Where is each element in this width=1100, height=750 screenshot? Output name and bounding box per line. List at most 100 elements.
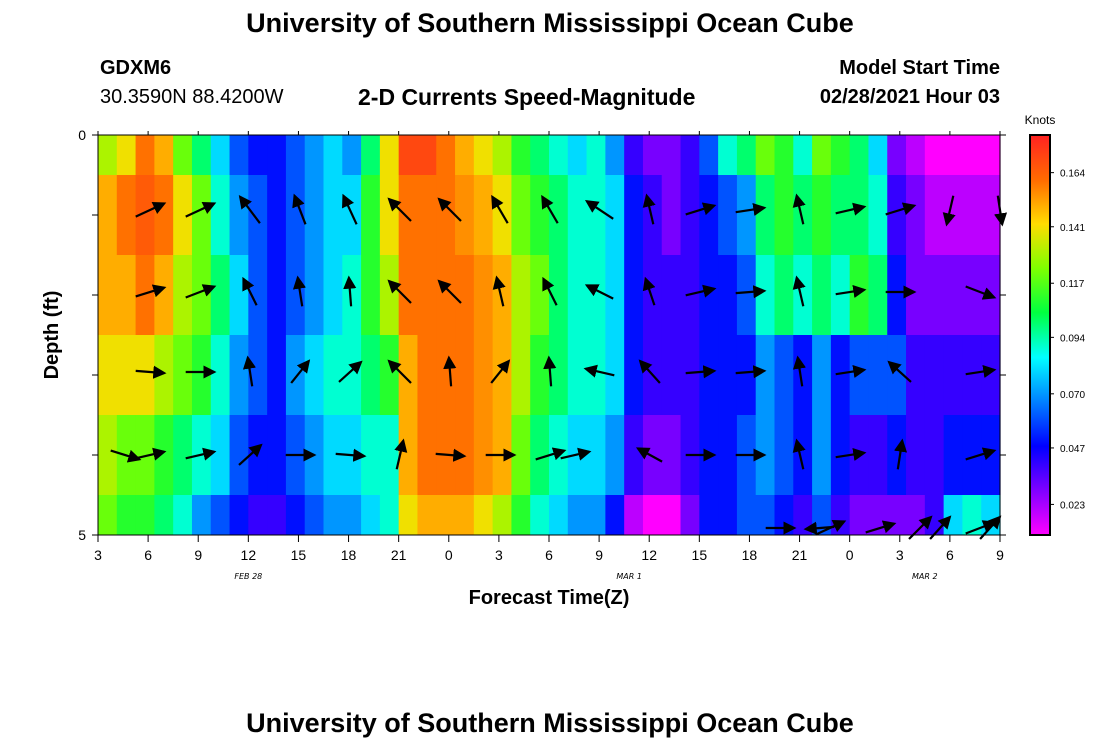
heatmap-cell: [924, 335, 945, 415]
heatmap-cell: [473, 415, 494, 495]
heatmap-cell: [342, 135, 362, 175]
current-vector: [835, 447, 867, 461]
heatmap-cell: [154, 135, 174, 175]
current-vector: [685, 284, 717, 298]
heatmap-cell: [981, 415, 1001, 495]
heatmap-cell: [906, 175, 926, 255]
heatmap-cell: [492, 495, 513, 535]
heatmap-cell: [718, 415, 738, 495]
x-tick-label: 9: [595, 547, 603, 563]
heatmap-cell: [830, 495, 851, 535]
current-vector: [292, 193, 307, 225]
current-vector: [735, 285, 767, 299]
heatmap-cell: [943, 135, 964, 175]
heatmap-cell: [605, 255, 625, 335]
current-vector: [338, 360, 363, 383]
heatmap-cell: [718, 255, 738, 335]
heatmap-cell: [605, 495, 625, 535]
x-tick-label: 6: [144, 547, 152, 563]
heatmap-cell: [398, 135, 419, 175]
heatmap-cell: [642, 175, 663, 255]
colorbar-tick-label: 0.117: [1060, 279, 1085, 290]
date-label: MAR 2: [912, 572, 938, 581]
heatmap-cell: [229, 335, 249, 415]
x-tick-label: 12: [641, 547, 657, 563]
heatmap-cell: [774, 255, 794, 335]
current-vector: [394, 438, 408, 470]
current-vector: [865, 520, 897, 534]
heatmap-cell: [229, 495, 249, 535]
heatmap-cell: [455, 495, 475, 535]
heatmap-cell: [530, 255, 550, 335]
heatmap-cell: [774, 335, 794, 415]
current-vector: [110, 449, 142, 463]
heatmap-cell: [906, 415, 926, 495]
heatmap-cell: [549, 175, 569, 255]
heatmap-cell: [586, 175, 606, 255]
heatmap-cell: [173, 495, 193, 535]
heatmap-cell: [154, 495, 174, 535]
x-tick-label: 15: [692, 547, 708, 563]
heatmap-cell: [116, 135, 137, 175]
heatmap-cell: [191, 135, 212, 175]
heatmap-cell: [323, 175, 343, 255]
heatmap-cell: [530, 415, 550, 495]
heatmap-cell: [793, 415, 813, 495]
heatmap-cell: [511, 495, 531, 535]
heatmap-cell: [455, 135, 475, 175]
heatmap-cell: [98, 495, 118, 535]
heatmap-cell: [248, 135, 268, 175]
current-vector: [387, 279, 412, 304]
heatmap-cell: [736, 335, 757, 415]
x-tick-label: 6: [545, 547, 553, 563]
heatmap-cell: [417, 255, 437, 335]
heatmap-cell: [398, 495, 419, 535]
heatmap-cell: [248, 175, 268, 255]
heatmap-cell: [624, 135, 644, 175]
heatmap-cell: [755, 495, 776, 535]
heatmap-cell: [191, 495, 212, 535]
heatmap-cell: [191, 255, 212, 335]
heatmap-cell: [887, 415, 907, 495]
heatmap-cell: [924, 135, 945, 175]
heatmap-cell: [135, 255, 155, 335]
current-vector: [342, 193, 358, 225]
heatmap-cell: [229, 415, 249, 495]
heatmap-cell: [379, 135, 400, 175]
heatmap-cell: [981, 495, 1001, 535]
heatmap-cell: [718, 335, 738, 415]
x-tick-label: 3: [896, 547, 904, 563]
heatmap-cell: [135, 135, 155, 175]
heatmap-cell: [868, 335, 888, 415]
heatmap-cell: [774, 175, 794, 255]
colorbar: Knots 0.164 0.141 0.117 0.094 0.070 0.047 0.023: [1025, 113, 1085, 536]
heatmap-cell: [342, 255, 362, 335]
heatmap-cell: [605, 135, 625, 175]
heatmap-cell: [511, 175, 531, 255]
heatmap-cell: [285, 135, 306, 175]
current-vector: [792, 193, 806, 225]
heatmap-cell: [661, 335, 682, 415]
heatmap-cell: [567, 335, 588, 415]
heatmap-cell: [774, 135, 794, 175]
heatmap-cell: [962, 335, 982, 415]
heatmap-cell: [624, 175, 644, 255]
heatmap-cell: [962, 495, 982, 535]
current-vector: [560, 447, 592, 461]
heatmap-cell: [417, 135, 437, 175]
current-vector: [835, 284, 867, 298]
heatmap-cell: [379, 335, 400, 415]
heatmap-cell: [549, 335, 569, 415]
heatmap-cell: [379, 255, 400, 335]
heatmap-cell: [906, 335, 926, 415]
heatmap-cell: [530, 175, 550, 255]
current-vector: [535, 447, 567, 461]
x-axis-label: Forecast Time(Z): [469, 587, 630, 609]
current-vector: [635, 447, 663, 463]
heatmap-cell: [173, 415, 193, 495]
colorbar-tick-label: 0.047: [1060, 444, 1085, 455]
colorbar-tick-label: 0.141: [1060, 223, 1085, 234]
current-vector: [803, 521, 835, 535]
current-vector: [238, 443, 263, 466]
